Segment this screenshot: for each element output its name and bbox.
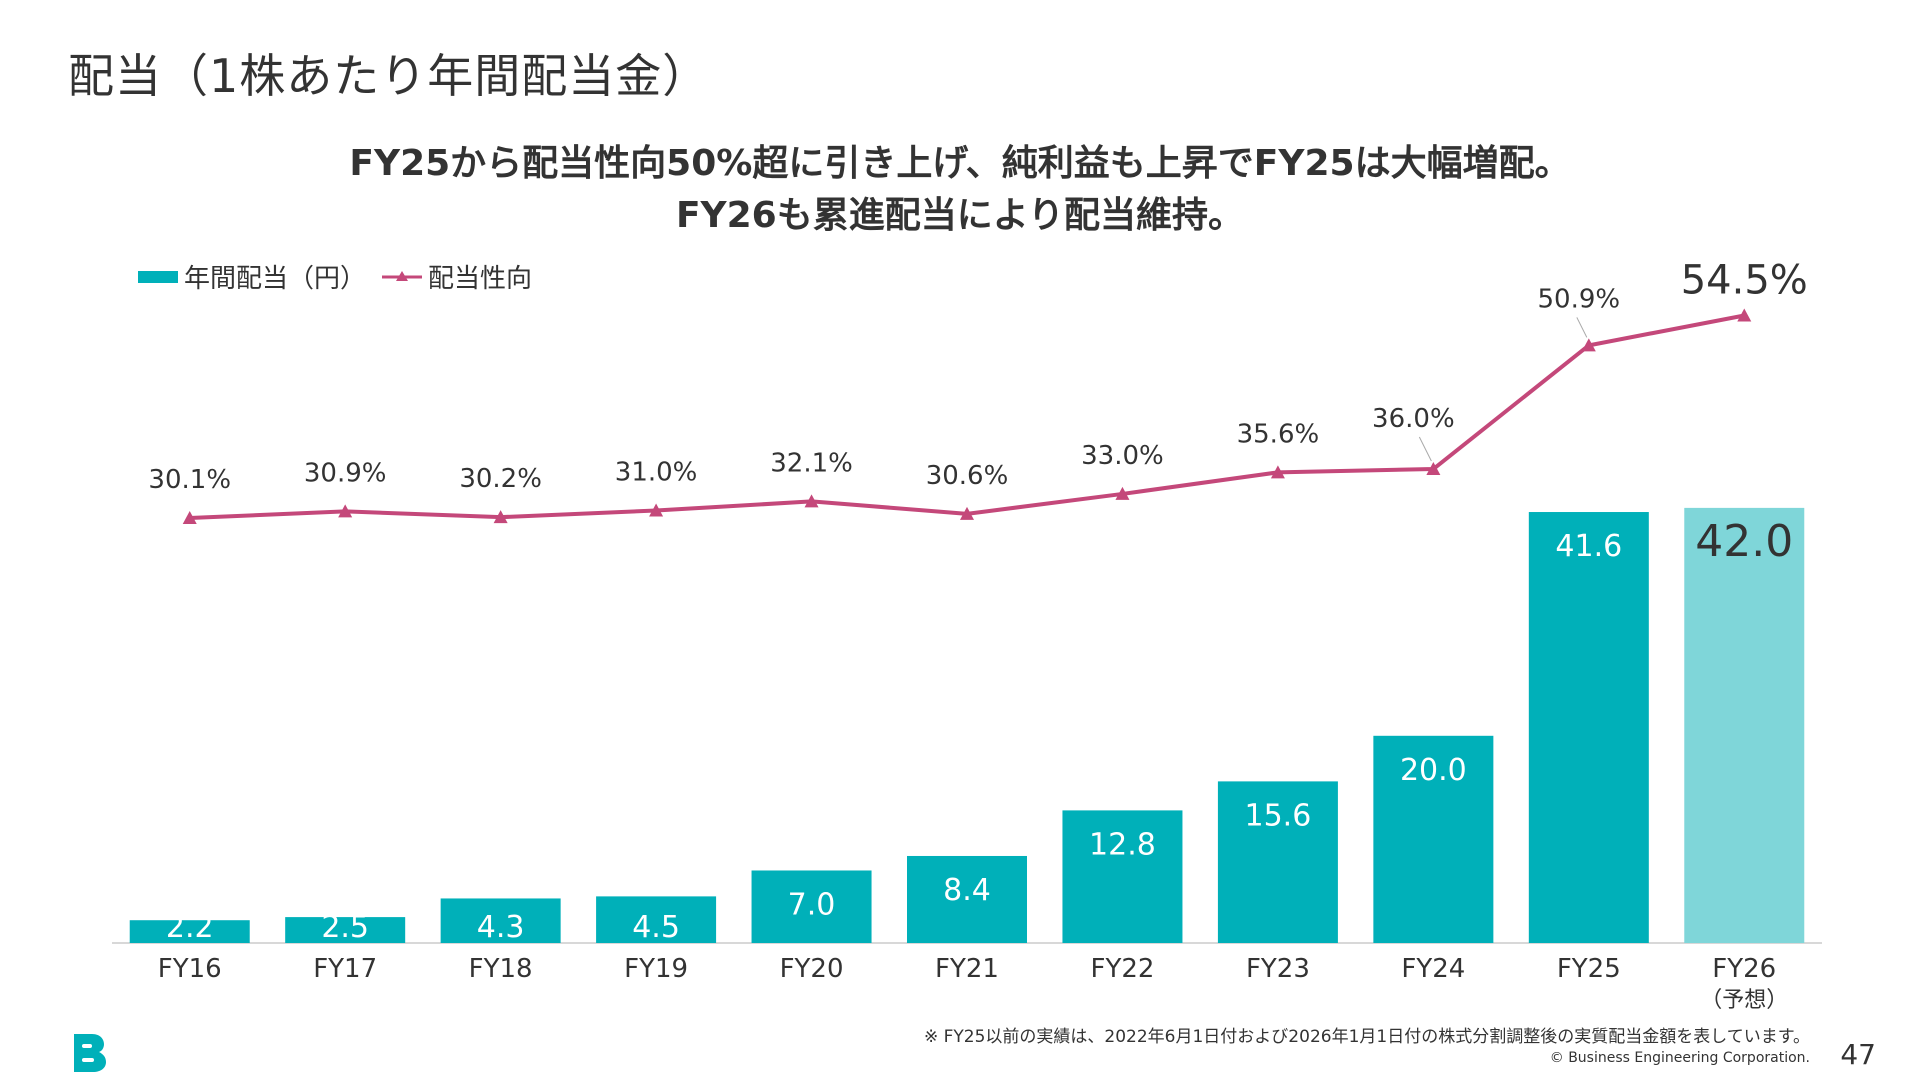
x-tick-label: FY18: [469, 954, 533, 984]
payout-ratio-label: 36.0%: [1372, 404, 1455, 434]
payout-ratio-marker: [960, 506, 974, 520]
leader-line: [1576, 317, 1588, 338]
bar-fy20: [751, 870, 872, 943]
headline-line-2: FY26も累進配当により配当維持。: [675, 195, 1245, 236]
payout-ratio-marker: [338, 504, 353, 518]
x-tick-label: FY22: [1090, 954, 1154, 984]
footnote: ※ FY25以前の実績は、2022年6月1日付および2026年1月1日付の株式分…: [923, 1027, 1810, 1047]
bar-fy18: [440, 898, 561, 943]
x-tick-label: FY19: [624, 954, 688, 984]
bar-fy25: [1528, 512, 1649, 943]
x-tick-label: FY26: [1712, 954, 1776, 984]
bar-value-label: 4.3: [477, 910, 525, 945]
x-tick-label: FY21: [935, 954, 999, 984]
bar-fy26: [1684, 507, 1805, 943]
chart-legend: 年間配当（円） 配当性向: [138, 258, 548, 295]
headline-line-1: FY25から配当性向50%超に引き上げ、純利益も上昇でFY25は大幅増配。: [349, 143, 1571, 184]
bar-value-label: 7.0: [788, 887, 836, 922]
leader-line: [1418, 436, 1432, 462]
x-tick-label: FY20: [780, 954, 844, 984]
payout-ratio-label: 30.6%: [926, 461, 1009, 491]
payout-ratio-marker: [1270, 465, 1285, 479]
bar-value-label: 20.0: [1400, 753, 1467, 788]
legend-line-label: 配当性向: [428, 264, 533, 294]
bar-value-label: 15.6: [1245, 798, 1312, 833]
bar-fy22: [1062, 810, 1183, 943]
payout-ratio-label: 30.2%: [459, 464, 542, 494]
payout-ratio-label: 32.1%: [770, 448, 853, 478]
payout-ratio-label: 30.9%: [304, 458, 387, 488]
bar-fy21: [907, 855, 1027, 943]
payout-ratio-marker: [1115, 486, 1130, 500]
payout-ratio-marker: [493, 510, 508, 524]
x-tick-label: FY23: [1246, 954, 1310, 984]
legend-bar-label: 年間配当（円）: [184, 264, 367, 294]
x-tick-label: FY25: [1557, 954, 1621, 984]
bar-value-label: 12.8: [1089, 827, 1156, 862]
bar-fy16: [129, 920, 250, 943]
payout-ratio-label: 30.1%: [148, 465, 231, 495]
x-tick-label: FY17: [313, 954, 377, 984]
legend-line-swatch: [382, 270, 423, 281]
legend-bar-swatch: [138, 270, 178, 283]
payout-ratio-marker: [649, 503, 664, 517]
headline: FY25から配当性向50%超に引き上げ、純利益も上昇でFY25は大幅増配。 FY…: [0, 138, 1920, 242]
payout-ratio-label: 50.9%: [1538, 284, 1621, 314]
bar-value-label: 42.0: [1695, 516, 1793, 567]
bar-value-label: 2.5: [321, 910, 369, 945]
legend-item-bars: 年間配当（円）: [138, 258, 366, 295]
payout-ratio-marker: [1737, 308, 1752, 322]
payout-ratio-marker: [1426, 462, 1441, 476]
x-tick-label: FY24: [1401, 954, 1465, 984]
x-tick-label: FY16: [158, 954, 222, 984]
bar-fy19: [596, 896, 717, 943]
payout-ratio-label: 33.0%: [1081, 441, 1164, 471]
page-number: 47: [1840, 1038, 1876, 1071]
x-tick-sublabel: （予想）: [1700, 988, 1788, 1013]
page-title: 配当（1株あたり年間配当金）: [68, 49, 710, 103]
bar-value-label: 2.2: [166, 910, 214, 945]
payout-ratio-label: 31.0%: [615, 458, 698, 488]
b-logo-icon: [74, 1034, 106, 1072]
payout-ratio-marker: [1581, 338, 1596, 352]
bar-value-label: 41.6: [1555, 529, 1622, 564]
bar-fy17: [285, 917, 406, 943]
payout-ratio-label: 54.5%: [1681, 257, 1808, 303]
bar-value-label: 8.4: [943, 873, 991, 908]
payout-ratio-marker: [182, 511, 197, 524]
legend-item-line: 配当性向: [382, 258, 532, 295]
bar-value-label: 4.5: [632, 910, 680, 945]
payout-ratio-label: 35.6%: [1237, 419, 1320, 449]
bar-fy24: [1373, 735, 1494, 943]
bar-fy23: [1217, 781, 1338, 943]
copyright: © Business Engineering Corporation.: [1549, 1050, 1810, 1066]
payout-ratio-marker: [804, 494, 819, 508]
